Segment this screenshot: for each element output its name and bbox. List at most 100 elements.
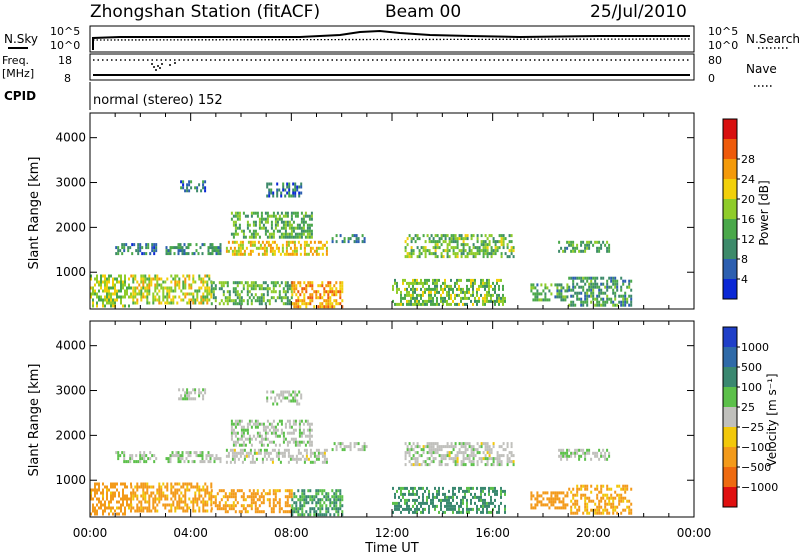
echo-cell xyxy=(132,298,135,302)
echo-cell xyxy=(124,295,126,299)
echo-cell xyxy=(255,246,258,250)
echo-cell xyxy=(270,290,273,294)
echo-cell xyxy=(106,283,108,287)
echo-cell xyxy=(552,497,555,501)
echo-cell xyxy=(143,451,146,455)
echo-cell xyxy=(188,301,191,305)
echo-cell xyxy=(266,185,269,189)
echo-cell xyxy=(446,498,448,502)
echo-cell xyxy=(198,388,201,392)
echo-cell xyxy=(404,492,406,496)
echo-cell xyxy=(204,189,207,193)
echo-cell xyxy=(584,243,587,247)
echo-cell xyxy=(586,279,589,283)
echo-cell xyxy=(309,495,312,499)
echo-cell xyxy=(146,283,149,287)
echo-cell xyxy=(286,182,289,186)
echo-cell xyxy=(420,281,422,285)
echo-cell xyxy=(430,299,432,303)
echo-cell xyxy=(177,243,180,247)
echo-cell xyxy=(206,280,209,284)
echo-cell xyxy=(608,285,611,289)
echo-cell xyxy=(164,503,167,507)
echo-cell xyxy=(305,252,308,256)
echo-cell xyxy=(458,486,460,490)
echo-cell xyxy=(246,284,249,288)
echo-cell xyxy=(274,290,277,294)
echo-cell xyxy=(133,460,136,464)
echo-cell xyxy=(227,454,230,458)
echo-cell xyxy=(118,274,120,278)
echo-cell xyxy=(456,460,459,464)
echo-cell xyxy=(270,296,273,300)
echo-cell xyxy=(235,240,238,244)
echo-cell xyxy=(486,507,488,511)
echo-cell xyxy=(266,217,269,221)
echo-cell xyxy=(560,298,563,302)
echo-cell xyxy=(590,282,593,286)
echo-cell xyxy=(264,217,267,221)
echo-cell xyxy=(152,506,155,510)
echo-cell xyxy=(206,488,209,492)
echo-cell xyxy=(164,485,167,489)
echo-cell xyxy=(278,443,281,447)
echo-cell xyxy=(266,214,269,218)
echo-cell xyxy=(480,457,483,461)
echo-cell xyxy=(242,498,245,502)
echo-cell xyxy=(124,280,126,284)
echo-cell xyxy=(572,285,575,289)
echo-cell xyxy=(339,442,342,446)
echo-cell xyxy=(200,298,203,302)
echo-cell xyxy=(251,240,254,244)
echo-cell xyxy=(254,507,257,511)
echo-cell xyxy=(490,498,492,502)
echo-cell xyxy=(308,217,311,221)
echo-cell xyxy=(226,281,229,285)
echo-cell xyxy=(116,295,118,299)
echo-cell xyxy=(315,293,318,297)
echo-cell xyxy=(260,495,263,499)
echo-cell xyxy=(586,448,589,452)
echo-cell xyxy=(462,489,464,493)
echo-cell xyxy=(106,286,108,290)
echo-cell xyxy=(108,506,110,510)
echo-cell xyxy=(248,223,251,227)
echo-cell xyxy=(452,489,454,493)
echo-cell xyxy=(404,463,407,467)
echo-cell xyxy=(480,234,483,238)
echo-cell xyxy=(280,393,283,397)
echo-cell xyxy=(198,391,201,395)
echo-cell xyxy=(452,510,454,514)
echo-cell xyxy=(512,463,515,467)
echo-cell xyxy=(128,304,130,308)
echo-region xyxy=(331,442,368,452)
echo-cell xyxy=(226,299,229,303)
colorbar-segment xyxy=(723,447,737,468)
echo-cell xyxy=(106,295,108,299)
echo-cell xyxy=(180,289,183,293)
echo-cell xyxy=(234,495,237,499)
echo-cell xyxy=(309,507,312,511)
echo-cell xyxy=(295,460,298,464)
echo-cell xyxy=(106,485,108,489)
echo-cell xyxy=(286,191,289,195)
echo-cell xyxy=(428,240,431,244)
echo-cell xyxy=(321,513,324,517)
echo-cell xyxy=(404,240,407,244)
echo-cell xyxy=(306,226,309,230)
echo-cell xyxy=(124,509,126,513)
echo-cell xyxy=(234,443,237,447)
echo-cell xyxy=(444,510,446,514)
echo-cell xyxy=(202,283,205,287)
echo-cell xyxy=(410,492,412,496)
echo-cell xyxy=(454,460,457,464)
echo-cell xyxy=(177,246,180,250)
echo-cell xyxy=(335,507,338,511)
echo-cell xyxy=(412,448,415,452)
echo-cell xyxy=(123,246,126,250)
echo-cell xyxy=(305,451,308,455)
echo-cell xyxy=(444,498,446,502)
echo-cell xyxy=(458,504,460,508)
echo-region xyxy=(404,442,515,467)
echo-cell xyxy=(500,463,503,467)
